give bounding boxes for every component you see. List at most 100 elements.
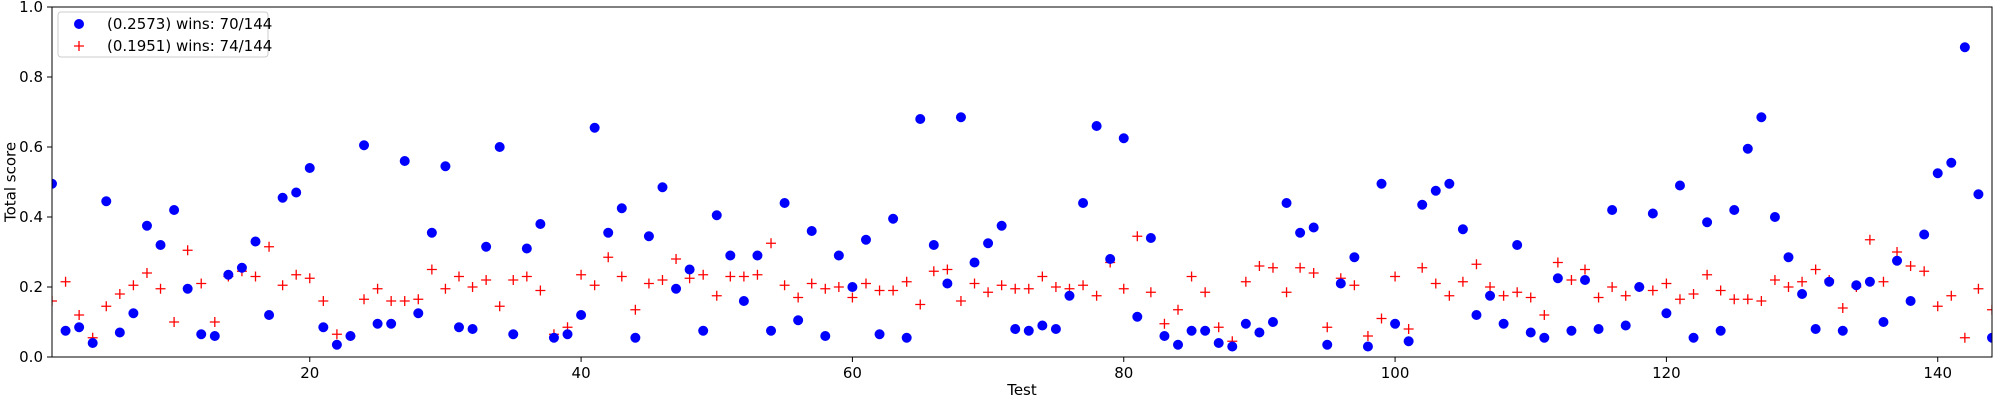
point-plus	[1132, 231, 1143, 242]
point-plus	[1946, 290, 1957, 301]
point-circle	[345, 331, 356, 341]
point-circle	[711, 210, 722, 221]
point-plus	[915, 299, 926, 310]
point-plus	[738, 271, 749, 282]
point-plus	[1010, 283, 1021, 294]
point-circle	[101, 196, 112, 207]
point-plus	[467, 282, 478, 292]
point-plus	[983, 287, 994, 298]
y-tick-label: 0.6	[19, 138, 43, 156]
point-circle	[359, 140, 370, 151]
point-circle	[793, 315, 804, 326]
point-plus	[779, 280, 790, 291]
point-circle	[481, 241, 492, 252]
point-plus	[1390, 271, 1401, 282]
point-circle	[1824, 276, 1835, 287]
point-circle	[698, 325, 709, 336]
point-circle	[1159, 331, 1170, 341]
point-plus	[1783, 282, 1794, 292]
point-plus	[793, 292, 804, 303]
x-tick-label: 140	[1923, 364, 1952, 382]
point-plus	[589, 280, 600, 291]
point-circle	[1810, 324, 1821, 334]
point-circle	[60, 325, 71, 336]
point-circle	[426, 227, 437, 238]
point-plus	[128, 280, 139, 291]
marks-layer	[52, 42, 1992, 352]
point-circle	[52, 178, 57, 189]
point-plus	[318, 296, 329, 306]
point-plus	[684, 273, 695, 284]
point-circle	[1132, 311, 1143, 322]
point-plus	[1580, 264, 1591, 275]
point-circle	[1525, 327, 1536, 338]
point-circle	[521, 243, 532, 254]
point-circle	[603, 227, 614, 238]
point-plus	[996, 280, 1007, 291]
point-plus	[1525, 292, 1536, 303]
point-plus	[928, 266, 939, 277]
point-circle	[1932, 168, 1943, 179]
point-circle	[1851, 280, 1862, 291]
point-circle	[562, 329, 573, 340]
legend-marker-circle	[74, 19, 84, 29]
point-plus	[766, 238, 777, 249]
point-circle	[1593, 324, 1604, 334]
point-plus	[806, 278, 817, 289]
point-circle	[535, 219, 546, 229]
point-circle	[182, 283, 193, 294]
ticks-layer: 20 40 60 80 100 120 140 0.0 0.2 0.4 0.6 0.8 1.0	[19, 0, 1952, 382]
point-plus	[481, 275, 492, 285]
point-plus	[1308, 268, 1319, 278]
point-circle	[874, 329, 885, 340]
point-circle	[1498, 318, 1509, 329]
x-axis-label: Test	[1006, 381, 1037, 399]
point-plus	[1593, 292, 1604, 303]
point-circle	[1145, 233, 1156, 243]
point-plus	[1430, 278, 1441, 289]
point-circle	[1118, 133, 1129, 144]
point-plus	[1295, 262, 1306, 273]
point-plus	[725, 271, 736, 282]
point-plus	[1078, 280, 1089, 291]
point-circle	[616, 203, 627, 214]
point-plus	[1729, 294, 1740, 305]
point-circle	[1254, 327, 1265, 338]
point-plus	[1173, 304, 1184, 315]
point-circle	[955, 112, 966, 123]
point-circle	[1010, 324, 1021, 334]
series-1	[52, 42, 1992, 352]
point-circle	[87, 338, 98, 348]
point-plus	[1362, 331, 1373, 341]
point-circle	[169, 205, 180, 215]
point-circle	[1864, 276, 1875, 287]
point-plus	[1715, 285, 1726, 296]
point-circle	[1173, 339, 1184, 350]
point-circle	[1729, 205, 1740, 215]
point-circle	[1037, 320, 1048, 331]
point-circle	[1240, 318, 1251, 329]
point-plus	[671, 254, 682, 264]
point-plus	[209, 317, 220, 327]
point-plus	[1037, 271, 1048, 282]
point-plus	[196, 278, 207, 289]
point-plus	[1756, 296, 1767, 306]
point-circle	[467, 324, 478, 334]
point-plus	[440, 283, 451, 294]
point-plus	[1566, 275, 1577, 285]
point-plus	[1905, 261, 1916, 271]
point-plus	[114, 289, 125, 299]
point-circle	[1349, 252, 1360, 263]
point-plus	[304, 273, 315, 284]
point-plus	[1932, 301, 1943, 312]
point-plus	[1403, 324, 1414, 334]
point-circle	[413, 308, 424, 319]
point-circle	[264, 310, 275, 320]
point-circle	[196, 329, 207, 340]
point-circle	[1607, 205, 1618, 215]
point-circle	[1091, 121, 1102, 131]
y-tick-label: 0.2	[19, 278, 43, 296]
point-circle	[1837, 325, 1848, 336]
point-plus	[1878, 276, 1889, 287]
